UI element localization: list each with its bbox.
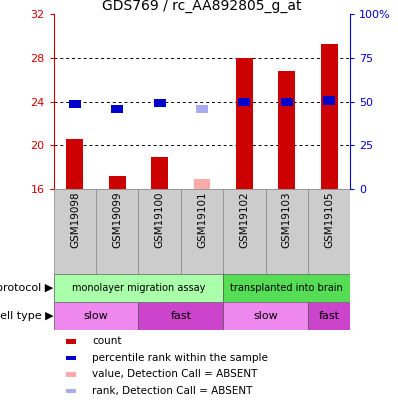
Title: GDS769 / rc_AA892805_g_at: GDS769 / rc_AA892805_g_at	[102, 0, 302, 13]
Bar	[66, 339, 76, 343]
Text: count: count	[92, 336, 122, 346]
Text: GSM19103: GSM19103	[282, 192, 292, 248]
Bar	[66, 372, 76, 377]
Bar	[323, 96, 335, 104]
Bar	[151, 158, 168, 189]
Text: monolayer migration assay: monolayer migration assay	[72, 283, 205, 293]
Bar	[320, 44, 338, 189]
Bar	[54, 274, 223, 302]
Text: protocol ▶: protocol ▶	[0, 283, 54, 293]
Text: slow: slow	[84, 311, 109, 321]
Bar	[308, 302, 350, 330]
Text: GSM19100: GSM19100	[155, 192, 165, 248]
Text: rank, Detection Call = ABSENT: rank, Detection Call = ABSENT	[92, 386, 253, 396]
Bar	[223, 189, 265, 274]
Bar	[66, 388, 76, 393]
Bar	[308, 189, 350, 274]
Text: transplanted into brain: transplanted into brain	[230, 283, 343, 293]
Text: fast: fast	[318, 311, 339, 321]
Bar	[223, 302, 308, 330]
Text: cell type ▶: cell type ▶	[0, 311, 54, 321]
Text: value, Detection Call = ABSENT: value, Detection Call = ABSENT	[92, 369, 258, 379]
Text: GSM19098: GSM19098	[70, 192, 80, 248]
Bar	[69, 100, 81, 108]
Bar	[96, 189, 139, 274]
Bar	[54, 189, 96, 274]
Bar	[281, 98, 293, 106]
Bar	[54, 302, 139, 330]
Text: percentile rank within the sample: percentile rank within the sample	[92, 353, 268, 363]
Text: GSM19105: GSM19105	[324, 192, 334, 248]
Bar	[265, 189, 308, 274]
Text: slow: slow	[253, 311, 278, 321]
Bar	[109, 176, 126, 189]
Bar	[278, 71, 295, 189]
Bar	[66, 139, 84, 189]
Bar	[111, 105, 123, 113]
Bar	[236, 58, 253, 189]
Bar	[66, 356, 76, 360]
Bar	[193, 179, 211, 189]
Text: GSM19102: GSM19102	[239, 192, 249, 248]
Text: GSM19101: GSM19101	[197, 192, 207, 248]
Bar	[139, 302, 223, 330]
Bar	[181, 189, 223, 274]
Bar	[139, 189, 181, 274]
Bar	[238, 98, 250, 106]
Text: fast: fast	[170, 311, 191, 321]
Bar	[154, 99, 166, 107]
Bar	[196, 105, 208, 113]
Bar	[223, 274, 350, 302]
Text: GSM19099: GSM19099	[112, 192, 122, 248]
